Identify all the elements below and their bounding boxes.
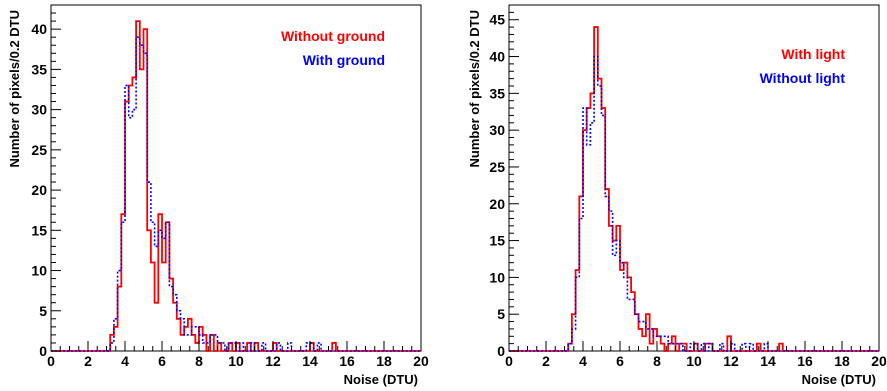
x-tick-label: 10 <box>228 353 244 369</box>
x-tick-label: 14 <box>302 353 318 369</box>
y-tick-label: 20 <box>31 182 47 198</box>
y-tick-label: 15 <box>31 222 47 238</box>
x-tick-label: 6 <box>616 353 624 369</box>
legend-entry: Without light <box>760 70 846 86</box>
series-line-secondary <box>51 36 421 352</box>
x-tick-label: 4 <box>121 353 129 369</box>
x-tick-label: 10 <box>686 353 702 369</box>
y-tick-label: 0 <box>497 343 505 359</box>
histogram-panel-left: 0 2 4 6 8 10 12 14 16 18 20 0 5 10 15 20 25 30 35 40 Witho… <box>7 4 429 387</box>
y-tick-label: 10 <box>489 269 505 285</box>
series-line-secondary <box>509 55 879 352</box>
y-tick-label: 40 <box>489 49 505 65</box>
legend-entry: With ground <box>303 52 385 68</box>
x-tick-label: 2 <box>542 353 550 369</box>
x-tick-label: 16 <box>797 353 813 369</box>
legend-entry: With light <box>781 46 845 62</box>
x-tick-label: 20 <box>871 353 887 369</box>
x-tick-label: 2 <box>84 353 92 369</box>
x-tick-label: 12 <box>723 353 739 369</box>
legend: With light Without light <box>760 46 846 86</box>
y-axis-label: Number of pixels/0.2 DTU <box>467 10 482 167</box>
x-tick-label: 18 <box>376 353 392 369</box>
x-tick-label: 6 <box>158 353 166 369</box>
y-tick-label: 35 <box>31 61 47 77</box>
x-tick-label: 4 <box>579 353 587 369</box>
y-tick-label: 40 <box>31 21 47 37</box>
histogram-panel-right: 0 2 4 6 8 10 12 14 16 18 20 0 5 10 15 20 25 30 35 40 45 Wit… <box>467 4 887 387</box>
legend: Without ground With ground <box>281 28 385 68</box>
x-tick-label: 20 <box>413 353 429 369</box>
x-tick-label: 8 <box>195 353 203 369</box>
x-tick-label: 0 <box>505 353 513 369</box>
y-tick-label: 35 <box>489 85 505 101</box>
x-axis-ticks: 0 2 4 6 8 10 12 14 16 18 20 <box>505 341 887 369</box>
x-tick-label: 0 <box>47 353 55 369</box>
series-line-primary <box>51 20 421 352</box>
x-axis-ticks: 0 2 4 6 8 10 12 14 16 18 20 <box>47 341 429 369</box>
y-tick-label: 5 <box>39 303 47 319</box>
x-tick-label: 18 <box>834 353 850 369</box>
x-axis-label: Noise (DTU) <box>802 372 876 387</box>
x-tick-label: 8 <box>653 353 661 369</box>
y-axis-ticks: 0 5 10 15 20 25 30 35 40 <box>31 4 61 359</box>
y-axis-label: Number of pixels/0.2 DTU <box>7 10 22 167</box>
x-tick-label: 14 <box>760 353 776 369</box>
x-tick-label: 16 <box>339 353 355 369</box>
y-tick-label: 25 <box>31 142 47 158</box>
x-tick-label: 12 <box>265 353 281 369</box>
y-tick-label: 15 <box>489 233 505 249</box>
y-tick-label: 25 <box>489 159 505 175</box>
y-tick-label: 5 <box>497 306 505 322</box>
y-tick-label: 30 <box>489 122 505 138</box>
y-tick-label: 30 <box>31 102 47 118</box>
series-layer <box>51 20 421 352</box>
x-axis-label: Noise (DTU) <box>344 372 418 387</box>
y-axis-ticks: 0 5 10 15 20 25 30 35 40 45 <box>489 4 519 359</box>
y-tick-label: 10 <box>31 263 47 279</box>
y-tick-label: 20 <box>489 196 505 212</box>
y-tick-label: 0 <box>39 343 47 359</box>
legend-entry: Without ground <box>281 28 385 44</box>
y-tick-label: 45 <box>489 12 505 28</box>
